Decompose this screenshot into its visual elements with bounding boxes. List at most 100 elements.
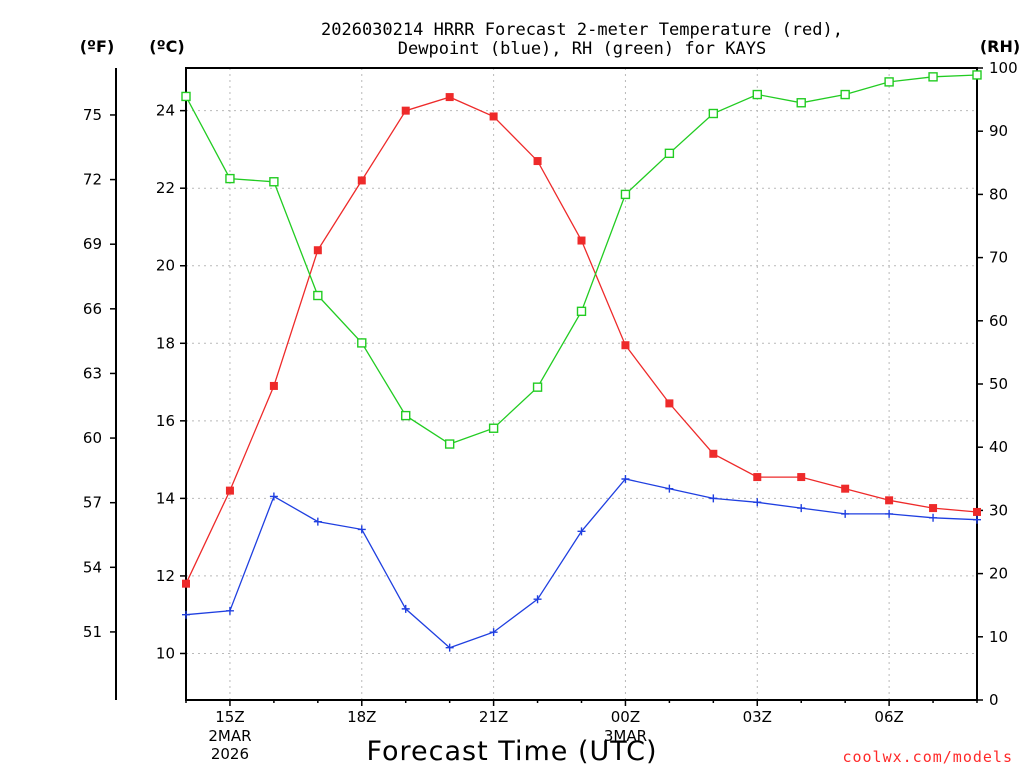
rh-series bbox=[181, 70, 982, 449]
rh-tick-label: 80 bbox=[989, 185, 1008, 203]
rh-tick-label: 40 bbox=[989, 438, 1008, 456]
fahrenheit-tick-label: 69 bbox=[83, 235, 102, 253]
temperature-point bbox=[885, 496, 894, 505]
x-tick-sublabel: 2MAR bbox=[208, 727, 251, 745]
fahrenheit-unit-label: (ºF) bbox=[80, 37, 115, 56]
rh-point bbox=[796, 98, 806, 108]
rh-tick-label: 50 bbox=[989, 375, 1008, 393]
credit-text: coolwx.com/models bbox=[842, 748, 1013, 766]
plot-frame bbox=[185, 67, 978, 701]
temperature-point bbox=[973, 507, 981, 516]
rh-unit-label: (RH) bbox=[980, 37, 1020, 56]
dewpoint-point bbox=[797, 504, 806, 513]
rh-point bbox=[752, 89, 762, 100]
x-tick-label: 18Z bbox=[347, 708, 376, 726]
rh-tick-label: 10 bbox=[989, 628, 1008, 646]
x-tick-sublabel: 3MAR bbox=[604, 727, 647, 745]
rh-tick-label: 100 bbox=[989, 59, 1018, 77]
tick-labels: 10 12 14 16 18 20 22 24 51 54 57 60 63 66 69 72 75 0 10 20 3… bbox=[83, 59, 1018, 763]
temperature-point bbox=[489, 112, 498, 121]
celsius-tick-label: 14 bbox=[156, 489, 175, 507]
temperature-point bbox=[269, 381, 278, 390]
temperature-point bbox=[445, 93, 454, 102]
temperature-point bbox=[841, 484, 850, 493]
rh-point bbox=[708, 108, 719, 119]
dewpoint-point bbox=[269, 492, 278, 501]
dewpoint-point bbox=[401, 604, 410, 613]
fahrenheit-tick-label: 75 bbox=[83, 106, 102, 124]
dewpoint-point bbox=[665, 484, 674, 493]
rh-point bbox=[488, 423, 499, 433]
rh-point bbox=[313, 290, 323, 301]
dewpoint-point bbox=[533, 595, 542, 604]
chart-title-line-1: 2026030214 HRRR Forecast 2-meter Tempera… bbox=[321, 20, 843, 40]
dewpoint-point bbox=[709, 494, 718, 503]
celsius-tick-label: 16 bbox=[156, 412, 175, 430]
dewpoint-point bbox=[225, 606, 234, 615]
temperature-point bbox=[357, 176, 366, 185]
dewpoint-point bbox=[489, 628, 498, 637]
temperature-point bbox=[577, 236, 586, 245]
temperature-point bbox=[533, 157, 542, 166]
rh-point bbox=[181, 91, 191, 102]
rh-point bbox=[357, 338, 367, 348]
dewpoint-point bbox=[841, 509, 850, 518]
dewpoint-point bbox=[445, 643, 454, 652]
x-tick-label: 15Z bbox=[215, 708, 244, 726]
rh-tick-label: 30 bbox=[989, 501, 1008, 519]
rh-point bbox=[884, 77, 894, 87]
rh-point bbox=[401, 410, 411, 421]
temperature-point bbox=[313, 246, 322, 255]
temperature-point bbox=[401, 106, 410, 115]
x-tick-label: 03Z bbox=[743, 708, 772, 726]
fahrenheit-tick-label: 63 bbox=[83, 364, 102, 382]
celsius-tick-label: 12 bbox=[156, 567, 175, 585]
rh-point bbox=[620, 189, 631, 200]
dewpoint-series bbox=[182, 474, 981, 652]
celsius-tick-label: 22 bbox=[156, 179, 175, 197]
fahrenheit-tick-label: 66 bbox=[83, 300, 102, 318]
rh-point bbox=[269, 177, 279, 187]
fahrenheit-tick-label: 57 bbox=[83, 494, 102, 512]
data-series bbox=[181, 70, 982, 652]
dewpoint-point bbox=[577, 527, 586, 536]
x-tick-label: 00Z bbox=[611, 708, 640, 726]
x-tick-label: 06Z bbox=[874, 708, 903, 726]
rh-point bbox=[444, 439, 455, 449]
fahrenheit-tick-label: 51 bbox=[83, 623, 102, 641]
temperature-series bbox=[182, 93, 981, 588]
celsius-unit-label: (ºC) bbox=[149, 37, 184, 56]
chart-title-line-2: Dewpoint (blue), RH (green) for KAYS bbox=[398, 39, 766, 59]
temperature-point bbox=[929, 504, 938, 513]
rh-tick-label: 90 bbox=[989, 122, 1008, 140]
axes bbox=[110, 67, 983, 706]
temperature-line bbox=[185, 96, 978, 584]
temperature-point bbox=[753, 473, 762, 482]
fahrenheit-tick-label: 60 bbox=[83, 429, 102, 447]
dewpoint-point bbox=[313, 517, 322, 526]
temperature-point bbox=[182, 579, 190, 588]
temperature-point bbox=[709, 449, 718, 458]
temperature-point bbox=[665, 399, 674, 408]
dewpoint-point bbox=[621, 474, 630, 483]
grid-lines bbox=[186, 68, 977, 700]
x-axis-title: Forecast Time (UTC) bbox=[366, 736, 657, 767]
dewpoint-point bbox=[929, 513, 938, 522]
fahrenheit-tick-label: 54 bbox=[83, 558, 102, 576]
rh-tick-label: 70 bbox=[989, 249, 1008, 267]
rh-point bbox=[840, 89, 850, 100]
rh-tick-label: 60 bbox=[989, 312, 1008, 330]
dewpoint-point bbox=[885, 509, 894, 518]
rh-point bbox=[664, 148, 675, 159]
celsius-tick-label: 20 bbox=[156, 257, 175, 275]
rh-tick-label: 20 bbox=[989, 565, 1008, 583]
rh-line bbox=[185, 74, 978, 445]
celsius-tick-label: 24 bbox=[156, 102, 175, 120]
x-tick-label: 21Z bbox=[479, 708, 508, 726]
rh-point bbox=[972, 70, 982, 80]
rh-point bbox=[225, 173, 235, 184]
dewpoint-point bbox=[753, 498, 762, 507]
celsius-tick-label: 18 bbox=[156, 334, 175, 352]
temperature-point bbox=[225, 486, 234, 495]
rh-point bbox=[576, 306, 587, 317]
